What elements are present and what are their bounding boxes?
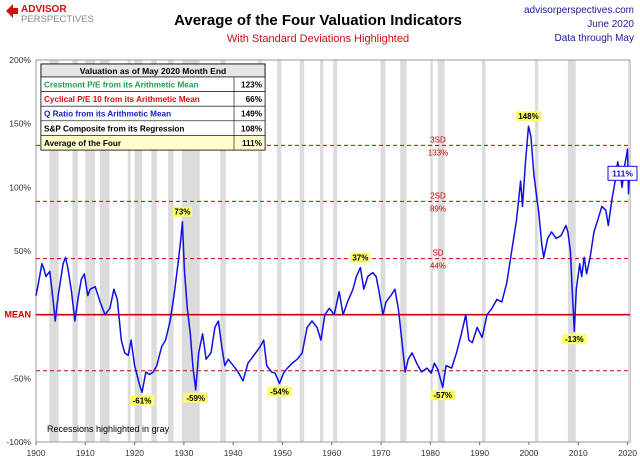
annotation-label: 73%	[174, 208, 190, 217]
average-series-line	[35, 125, 631, 394]
x-tick-label: 2020	[618, 448, 637, 458]
x-tick-label: 1940	[224, 448, 243, 458]
y-tick-label: 200%	[9, 55, 31, 65]
site-label: advisorperspectives.com	[524, 5, 634, 16]
sd-line-label: 3SD	[430, 135, 446, 144]
recession-band	[319, 60, 324, 442]
sd-line-label: SD	[432, 249, 443, 258]
table-row	[40, 135, 266, 151]
logo: ADVISOR PERSPECTIVES	[6, 4, 94, 25]
table-row-label: Crestmont P/E from its Arithmetic Mean	[44, 81, 198, 90]
y-tick-label: MEAN	[5, 310, 32, 320]
x-tick-label: 2010	[569, 448, 588, 458]
valuation-table: Valuation as of May 2020 Month End Crest…	[40, 63, 266, 151]
annotation-bg	[561, 334, 587, 345]
table-row-label: Average of the Four	[44, 139, 122, 148]
series-layer	[35, 125, 631, 394]
recession-band	[134, 60, 142, 442]
annotation-bg	[183, 392, 209, 403]
recession-band	[628, 60, 630, 442]
annotation-bg	[350, 252, 371, 263]
recession-band	[151, 60, 157, 442]
table-row-label: S&P Composite from its Regression	[44, 124, 184, 133]
y-tick-label: -50%	[11, 373, 31, 383]
recession-band	[437, 60, 445, 442]
y-tick-label: -100%	[6, 437, 31, 447]
annotation-bg	[129, 395, 155, 406]
x-tick-label: 1950	[273, 448, 292, 458]
table-row-value: 108%	[241, 124, 263, 133]
x-tick-label: 1980	[421, 448, 440, 458]
sd-value-label: 133%	[428, 148, 448, 157]
y-tick-label: 50%	[14, 246, 31, 256]
recession-band	[482, 60, 486, 442]
recession-band	[380, 60, 386, 442]
annotation-bg	[172, 206, 193, 217]
recession-band	[258, 60, 262, 442]
table-row-value: 66%	[246, 95, 263, 104]
table-row-value: 111%	[242, 139, 263, 148]
annotation-label: -54%	[270, 387, 289, 396]
annotation-layer: -61% 73% -59% -54% 37% -57% 148% -13% 111%	[129, 111, 638, 406]
data-through-label: Data through May	[555, 33, 635, 44]
x-tick-label: 1990	[470, 448, 489, 458]
recession-band	[534, 60, 539, 442]
footnote: Recessions highlighted in gray	[47, 424, 170, 434]
annotation-label: -59%	[186, 394, 205, 403]
recession-band	[127, 60, 131, 442]
recession-band	[100, 60, 110, 442]
x-tick-label: 2000	[519, 448, 538, 458]
recession-band	[333, 60, 338, 442]
logo-line2: PERSPECTIVES	[21, 14, 94, 25]
x-tick-label: 1930	[174, 448, 193, 458]
recession-band	[49, 60, 59, 442]
annotation-label: 37%	[352, 254, 368, 263]
logo-line1: ADVISOR	[21, 4, 67, 15]
y-tick-label: 100%	[9, 182, 31, 192]
recession-bands	[49, 60, 630, 442]
annotation-label: -61%	[133, 396, 152, 405]
x-tick-label: 1920	[125, 448, 144, 458]
y-tick-label: 150%	[9, 119, 31, 129]
recession-band	[181, 60, 200, 442]
axes: 200% 150% 100% 50% MEAN -50% -100%1900 1910 1920…	[5, 55, 638, 458]
annotation-bg	[267, 386, 292, 397]
chart-title: Average of the Four Valuation Indicators	[174, 12, 462, 29]
annotation-label: -13%	[565, 335, 584, 344]
x-tick-label: 1970	[372, 448, 391, 458]
logo-arrow-icon	[6, 4, 18, 18]
annotation-label: 148%	[518, 112, 538, 121]
date-label: June 2020	[587, 19, 634, 30]
annotation-bg	[516, 111, 541, 122]
annotation-bg	[430, 390, 456, 401]
table-header: Valuation as of May 2020 Month End	[80, 66, 226, 76]
recession-band	[168, 60, 174, 442]
sd-value-label: 89%	[430, 204, 446, 213]
recession-band	[85, 60, 96, 442]
table-row-label: Q Ratio from its Arithmetic Mean	[44, 110, 171, 119]
recession-band	[430, 60, 433, 442]
annotation-label: -57%	[433, 391, 452, 400]
callout-box	[607, 165, 638, 181]
sd-line-label: 2SD	[430, 191, 446, 200]
last-value-label: 111%	[612, 168, 633, 178]
recession-band	[220, 60, 226, 442]
recession-band	[72, 60, 78, 442]
table-row-label: Cyclical P/E 10 from its Arithmetic Mean	[44, 95, 200, 104]
x-tick-label: 1900	[27, 448, 46, 458]
x-tick-label: 1910	[76, 448, 95, 458]
x-tick-label: 1960	[322, 448, 341, 458]
recession-band	[299, 60, 305, 442]
recession-band	[277, 60, 282, 442]
table-row-value: 149%	[241, 110, 263, 119]
sd-value-label: 44%	[430, 262, 446, 271]
recession-band	[567, 60, 576, 442]
table-row-value: 123%	[241, 81, 263, 90]
recession-band	[400, 60, 407, 442]
chart-subtitle: With Standard Deviations Highlighted	[227, 33, 409, 45]
